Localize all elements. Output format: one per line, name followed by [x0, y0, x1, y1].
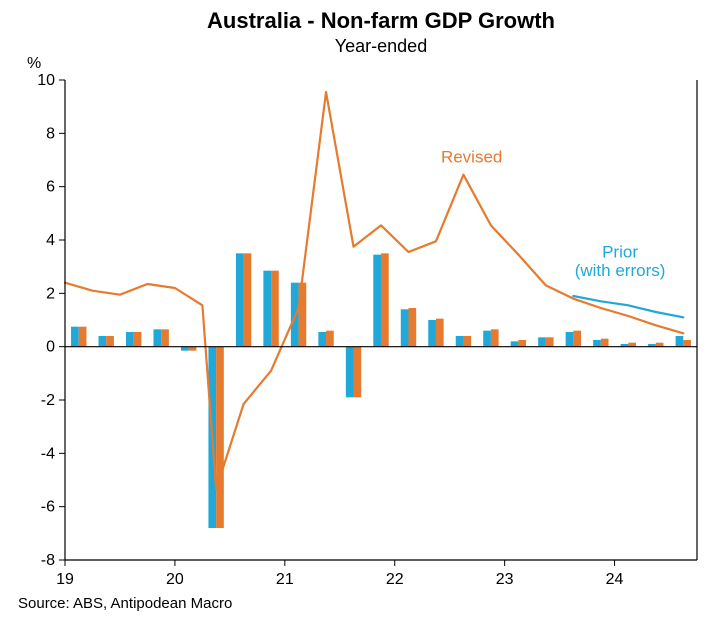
svg-text:6: 6 [46, 179, 55, 196]
bar-series [71, 253, 691, 528]
svg-text:24: 24 [606, 571, 624, 588]
svg-text:23: 23 [496, 571, 514, 588]
x-axis-ticks: 19 20 21 22 23 24 [56, 560, 623, 588]
chart-subtitle: Year-ended [335, 36, 427, 56]
svg-text:-4: -4 [41, 445, 55, 462]
svg-text:Revised: Revised [441, 148, 502, 167]
svg-text:-2: -2 [41, 392, 55, 409]
svg-text:-8: -8 [41, 552, 55, 569]
svg-text:19: 19 [56, 571, 74, 588]
svg-text:21: 21 [276, 571, 294, 588]
annotations: Revised Prior(with errors) [441, 148, 665, 280]
chart-container: Australia - Non-farm GDP Growth Year-end… [0, 0, 722, 617]
svg-text:10: 10 [37, 72, 55, 89]
chart-title: Australia - Non-farm GDP Growth [207, 8, 555, 33]
svg-text:20: 20 [166, 571, 184, 588]
y-axis-unit: % [27, 55, 41, 72]
svg-text:Prior: Prior [602, 242, 638, 261]
chart-svg: Australia - Non-farm GDP Growth Year-end… [0, 0, 722, 617]
y-axis-ticks: -8 -6 -4 -2 0 2 4 6 8 10 [37, 72, 65, 569]
svg-text:-6: -6 [41, 499, 55, 516]
source-text: Source: ABS, Antipodean Macro [18, 595, 232, 612]
svg-text:2: 2 [46, 285, 55, 302]
svg-text:0: 0 [46, 339, 55, 356]
svg-text:8: 8 [46, 125, 55, 142]
svg-text:22: 22 [386, 571, 404, 588]
svg-text:4: 4 [46, 232, 55, 249]
svg-text:(with errors): (with errors) [575, 261, 666, 280]
